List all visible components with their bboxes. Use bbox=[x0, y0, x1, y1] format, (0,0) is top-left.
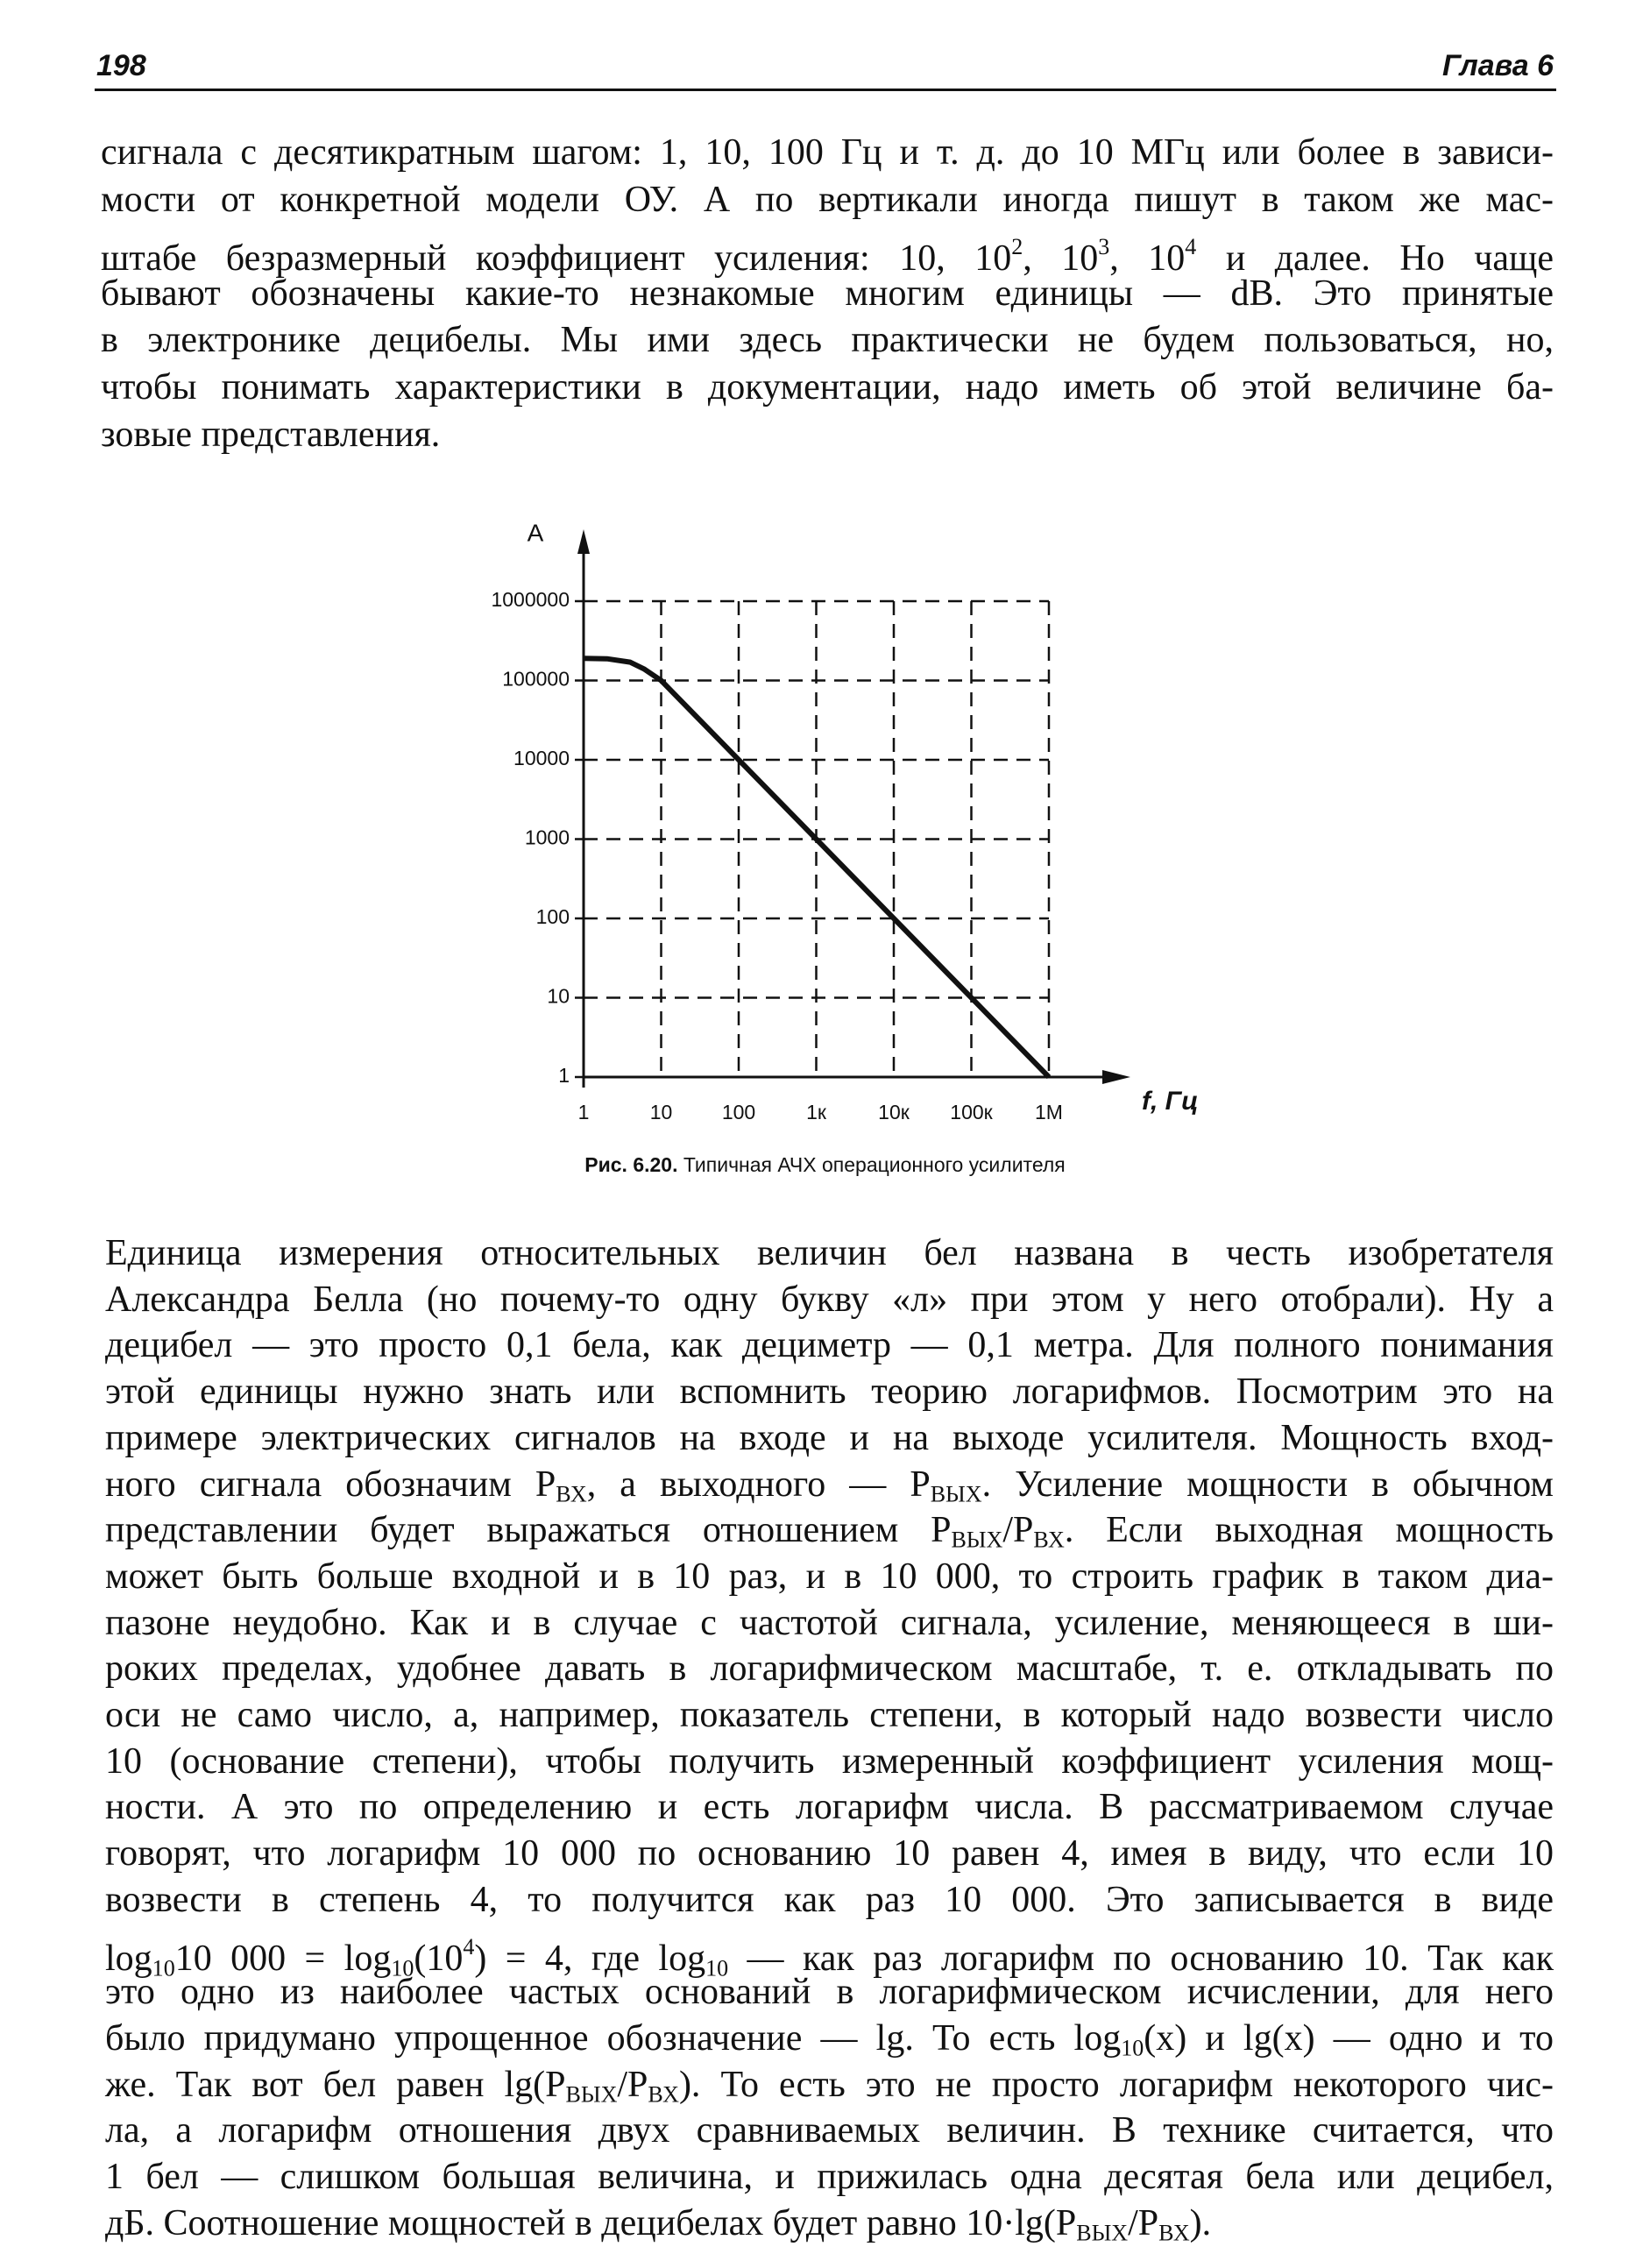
supscript: 3 bbox=[1098, 234, 1110, 260]
x-axis-label: f, Гц bbox=[1142, 1087, 1198, 1116]
text-line: это одно из наиболее частых оснований в … bbox=[105, 1972, 1554, 2013]
supscript: 4 bbox=[1185, 234, 1197, 260]
x-tick-label: 100 bbox=[722, 1101, 755, 1123]
subscript: ВХ bbox=[1158, 2220, 1190, 2246]
text-line: пазоне неудобно. Как и в случае с частот… bbox=[105, 1602, 1554, 1643]
text-run: /P bbox=[617, 2064, 648, 2105]
text-run: , 10 bbox=[1023, 238, 1099, 280]
text-line: 10 (основание степени), чтобы получить и… bbox=[105, 1740, 1554, 1782]
text-line: примере электрических сигналов на входе … bbox=[105, 1417, 1554, 1458]
text-line: штабе безразмерный коэффициент усиления:… bbox=[101, 223, 1554, 279]
subscript: ВЫХ bbox=[951, 1527, 1003, 1553]
text-run: ного сигнала обозначим P bbox=[105, 1464, 556, 1505]
x-tick-label: 1M bbox=[1035, 1101, 1063, 1123]
text-line: оси не само число, а, например, показате… bbox=[105, 1695, 1554, 1735]
subscript: 10 bbox=[152, 1955, 175, 1981]
x-tick-label: 1 bbox=[578, 1101, 590, 1123]
chart: 1 10 100 1000 10000 100000 1000000 1 10 100 1к 10к 1… bbox=[491, 519, 1198, 1123]
caption-label: Рис. 6.20. bbox=[584, 1153, 678, 1176]
text-line: мости от конкретной модели ОУ. А по верт… bbox=[101, 179, 1554, 220]
text-run: 10 000 = log bbox=[174, 1938, 392, 1979]
text-line: возвести в степень 4, то получится как р… bbox=[105, 1879, 1554, 1920]
text-line: дБ. Соотношение мощностей в децибелах бу… bbox=[105, 2201, 1554, 2247]
text-line: может быть больше входной и в 10 раз, и … bbox=[105, 1556, 1554, 1597]
text-line: бывают обозначены какие-то незнакомые мн… bbox=[101, 273, 1554, 314]
text-line: же. Так вот бел равен lg(PВЫХ/PВХ). То е… bbox=[105, 2062, 1554, 2109]
text-run: было придумано упрощенное обозначение — … bbox=[105, 2017, 1122, 2059]
subscript: 10 bbox=[391, 1955, 414, 1981]
y-tick-label: 1 bbox=[558, 1064, 570, 1087]
y-tick-label: 10 bbox=[547, 985, 570, 1008]
x-tick-label: 100к bbox=[950, 1101, 993, 1123]
caption: Рис. 6.20. Типичная АЧХ операционного ус… bbox=[0, 1153, 1650, 1177]
text-run: штабе безразмерный коэффициент усиления:… bbox=[101, 238, 1012, 280]
text-run: представлении будет выражаться отношение… bbox=[105, 1510, 952, 1551]
text-line: Единица измерения относительных величин … bbox=[105, 1233, 1554, 1273]
text-line: сигнала с десятикратным шагом: 1, 10, 10… bbox=[101, 132, 1554, 173]
y-tick-label: 1000 bbox=[525, 826, 570, 849]
supscript: 4 bbox=[463, 1933, 475, 1960]
text-line: в электронике децибелы. Мы ими здесь пра… bbox=[101, 320, 1554, 361]
chapter: Глава 6 bbox=[1442, 49, 1554, 82]
subscript: ВЫХ bbox=[565, 2081, 618, 2108]
text-run: /P bbox=[1002, 1510, 1034, 1551]
y-axis-label: A bbox=[528, 519, 544, 546]
text-run: ). bbox=[1189, 2202, 1212, 2243]
subscript: ВЫХ bbox=[930, 1481, 982, 1506]
text-run: , 10 bbox=[1109, 238, 1186, 280]
text-run: ) = 4, где log bbox=[474, 1938, 706, 1979]
text-line: говорят, что логарифм 10 000 по основани… bbox=[105, 1833, 1554, 1875]
text-line: ности. А это по определению и есть логар… bbox=[105, 1787, 1554, 1828]
subscript: 10 bbox=[705, 1955, 729, 1981]
text-run: (10 bbox=[414, 1938, 464, 1979]
header-rule bbox=[95, 89, 1556, 91]
text-line: log1010 000 = log10(104) = 4, где log10 … bbox=[105, 1924, 1554, 1981]
text-run: /P bbox=[1128, 2202, 1159, 2243]
y-tick-label: 1000000 bbox=[491, 588, 570, 611]
text-run: — как раз логарифм по основанию 10. Так … bbox=[728, 1938, 1554, 1979]
text-line: Александра Белла (но почему-то одну букв… bbox=[105, 1279, 1554, 1320]
caption-text: Типичная АЧХ операционного усилителя bbox=[683, 1153, 1066, 1176]
text-line: роких пределах, удобнее давать в логариф… bbox=[105, 1648, 1554, 1690]
subscript: 10 bbox=[1121, 2035, 1144, 2061]
x-tick-label: 10к bbox=[878, 1101, 910, 1123]
x-tick-label: 10 bbox=[650, 1101, 673, 1123]
text-line: чтобы понимать характеристики в документ… bbox=[101, 367, 1554, 408]
subscript: ВХ bbox=[1033, 1527, 1065, 1553]
y-tick-label: 100 bbox=[536, 905, 570, 928]
text-run: ). То есть это не просто логарифм некото… bbox=[678, 2064, 1554, 2105]
subscript: ВЫХ bbox=[1076, 2220, 1129, 2246]
text-run: дБ. Соотношение мощностей в децибелах бу… bbox=[105, 2202, 1077, 2243]
text-run: . Если выходная мощность bbox=[1064, 1510, 1554, 1551]
text-line: ла, а логарифм отношения двух сравниваем… bbox=[105, 2110, 1554, 2151]
y-tick-label: 100000 bbox=[502, 668, 570, 691]
text-line: этой единицы нужно знать или вспомнить т… bbox=[105, 1371, 1554, 1413]
text-run: . Усиление мощности в обычном bbox=[981, 1464, 1554, 1505]
text-line: было придумано упрощенное обозначение — … bbox=[105, 2016, 1554, 2062]
text-line: представлении будет выражаться отношение… bbox=[105, 1507, 1554, 1554]
subscript: ВХ bbox=[648, 2081, 679, 2108]
text-run: (x) и lg(x) — одно и то bbox=[1144, 2017, 1554, 2059]
x-tick-label: 1к bbox=[806, 1101, 827, 1123]
x-arrow bbox=[1102, 1070, 1130, 1084]
line-series bbox=[583, 656, 1052, 1080]
text-run: же. Так вот бел равен lg(P bbox=[105, 2064, 566, 2105]
y-tick-label: 10000 bbox=[513, 747, 570, 769]
supscript: 2 bbox=[1011, 234, 1023, 260]
text-run: и далее. Но чаще bbox=[1196, 238, 1554, 280]
text-line: зовые представления. bbox=[101, 414, 441, 455]
y-arrow bbox=[577, 529, 590, 554]
text-line: ного сигнала обозначим PВХ, а выходного … bbox=[105, 1462, 1554, 1508]
text-line: децибел — это просто 0,1 бела, как децим… bbox=[105, 1325, 1554, 1366]
subscript: ВХ bbox=[556, 1481, 587, 1506]
text-run: , а выходного — P bbox=[586, 1464, 931, 1505]
text-run: log bbox=[105, 1938, 152, 1979]
page-number: 198 bbox=[96, 49, 146, 82]
text-line: 1 бел — слишком большая величина, и приж… bbox=[105, 2157, 1554, 2197]
